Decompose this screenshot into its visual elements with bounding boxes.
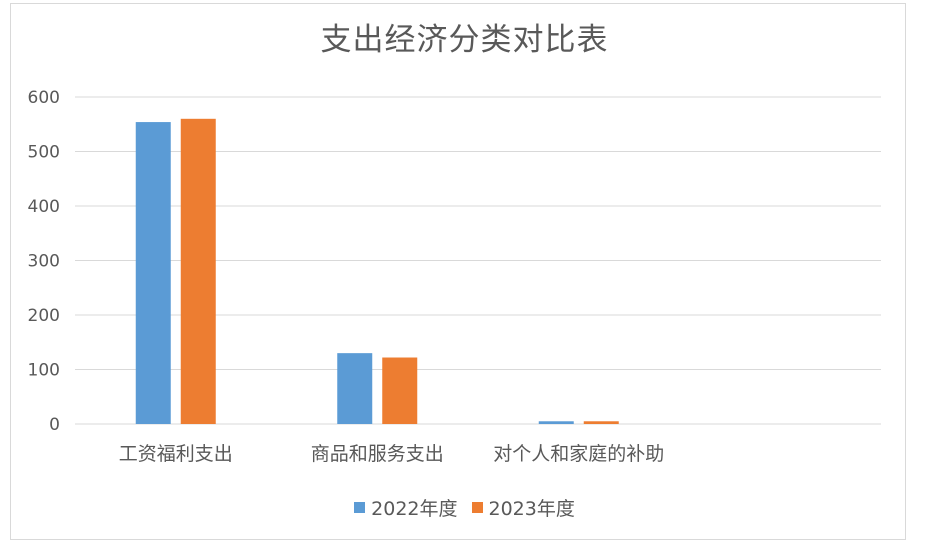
legend-swatch-series-1 [354,502,366,513]
bar-2-3 [583,421,619,424]
y-tick-label: 200 [28,306,60,326]
x-category-label: 对个人和家庭的补助 [493,443,664,465]
x-category-label: 商品和服务支出 [311,443,444,465]
chart-title: 支出经济分类对比表 [320,22,609,58]
bar-1-1 [135,122,171,424]
y-tick-label: 100 [28,361,60,381]
bar-2-2 [382,357,418,424]
y-tick-label: 400 [28,197,60,217]
bar-2-1 [180,118,216,425]
legend-label-series-1: 2022年度 [371,498,458,520]
bar-1-3 [538,421,574,424]
y-tick-label: 300 [28,252,60,272]
bars [135,118,619,425]
legend-item-series-1: 2022年度 [354,494,458,521]
x-category-label: 工资福利支出 [119,443,233,465]
y-tick-label: 600 [28,88,60,108]
legend-item-series-2: 2023年度 [471,494,575,521]
y-tick-label: 0 [49,415,60,435]
y-tick-label: 500 [28,143,60,163]
bar-1-2 [337,353,373,424]
legend-label-series-2: 2023年度 [488,498,575,520]
y-axis-ticks: 0 100 200 300 400 500 600 [28,88,60,435]
legend: 2022年度 2023年度 [0,494,929,521]
x-axis-categories: 工资福利支出 商品和服务支出 对个人和家庭的补助 [119,443,665,465]
legend-swatch-series-2 [471,502,483,513]
